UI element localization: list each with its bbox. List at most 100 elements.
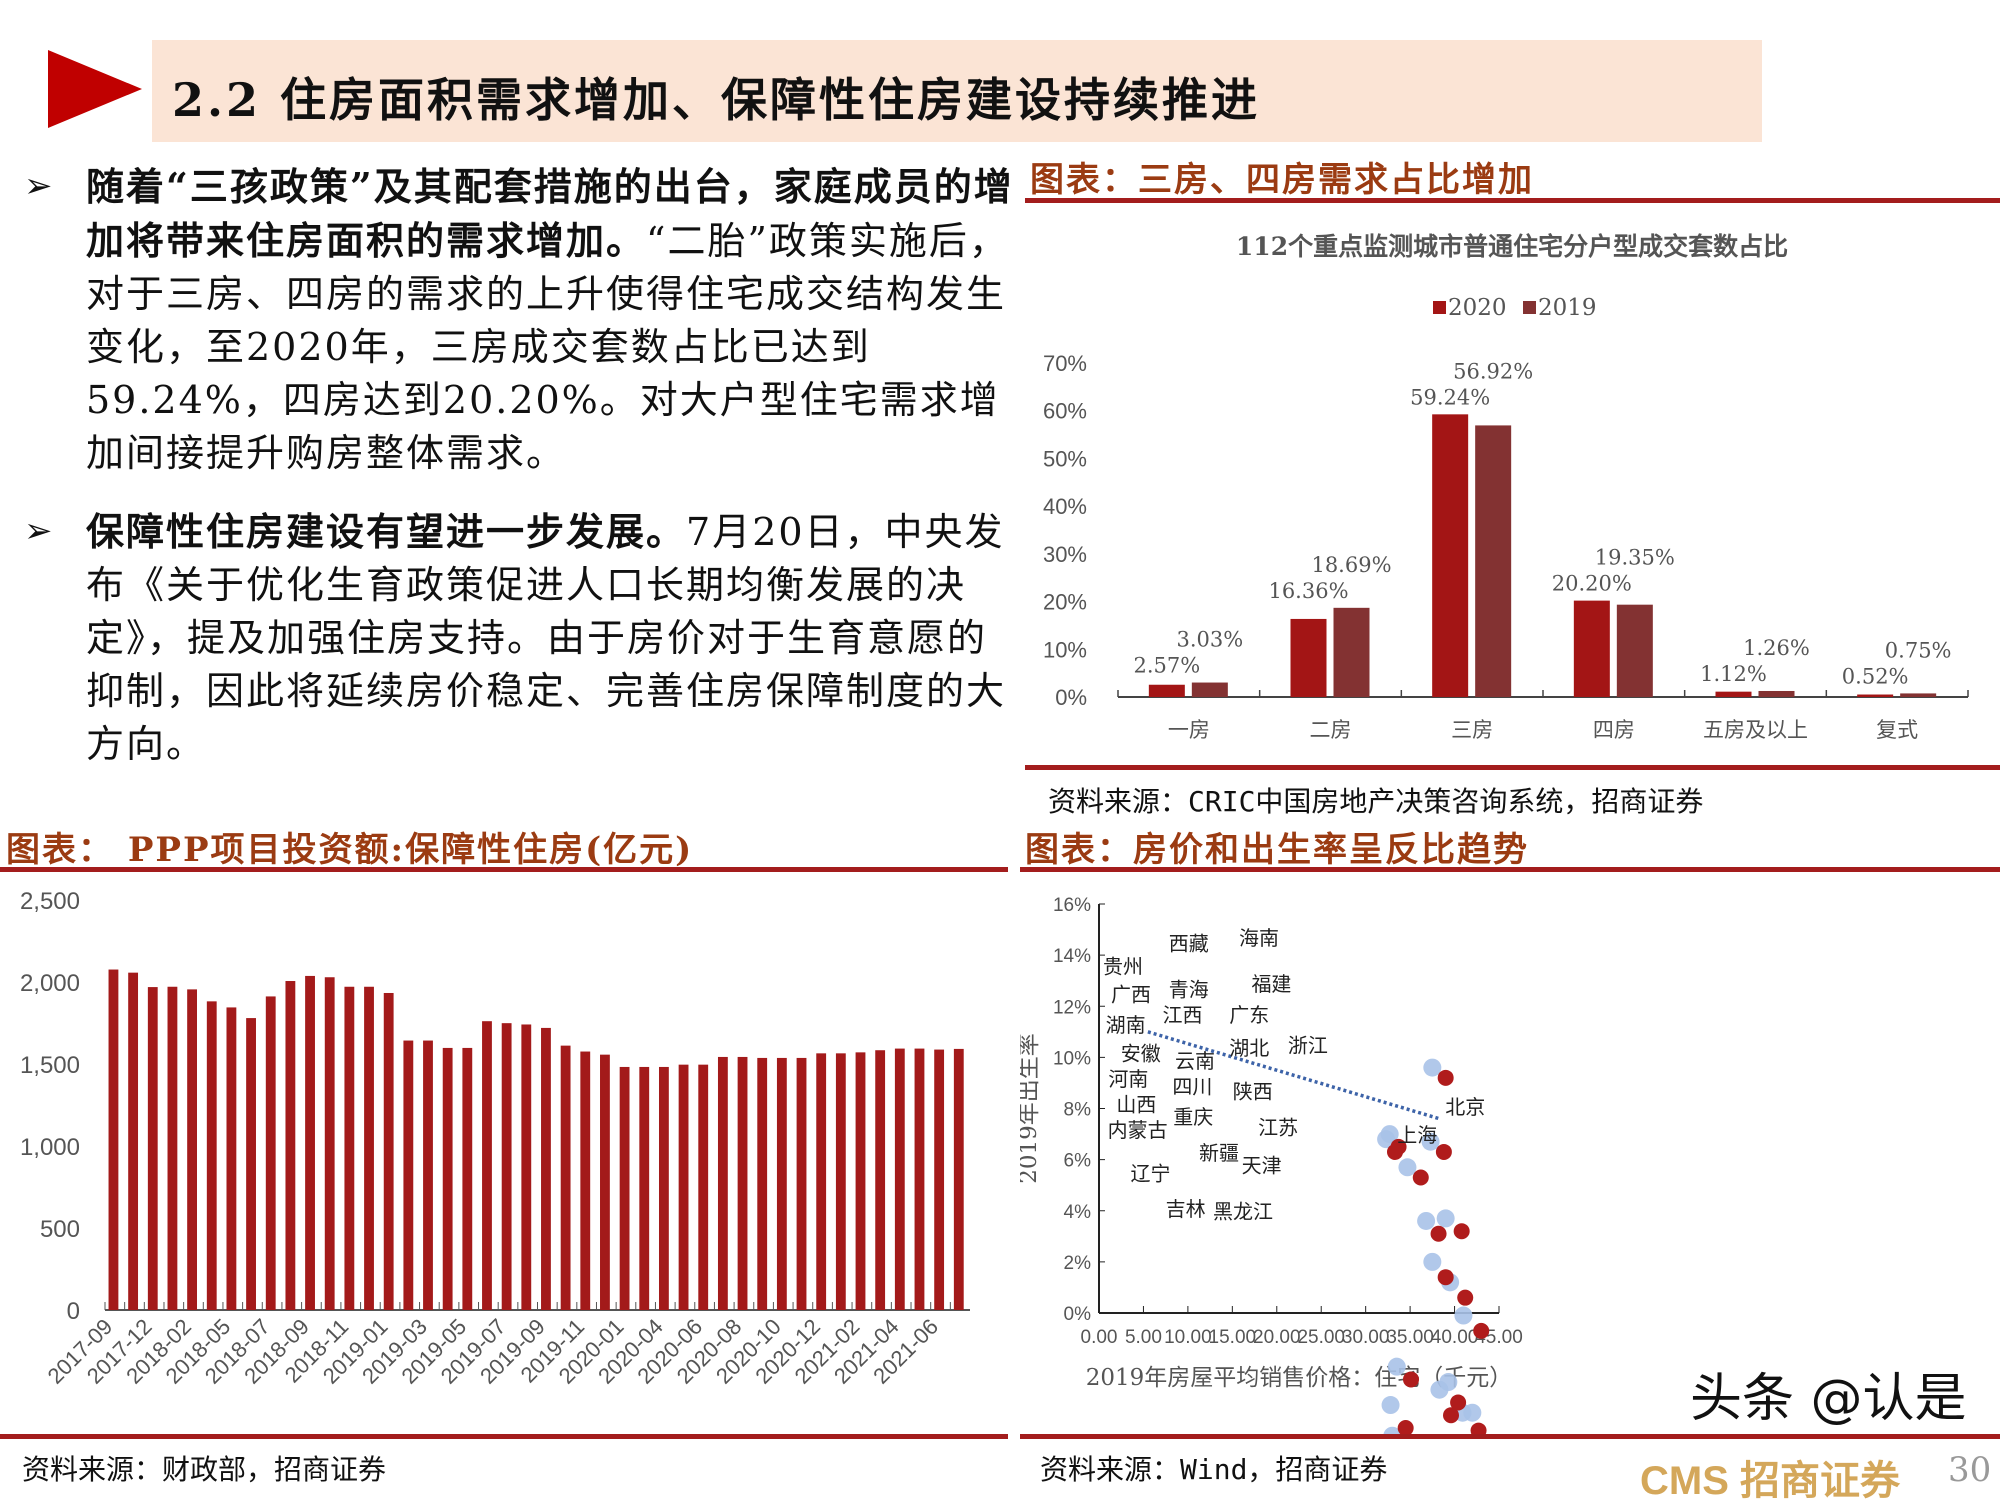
x-tick-label: 复式 [1876,719,1918,742]
bullet-arrow-icon: ➢ [24,511,55,551]
point-label: 天津 [1242,1154,1282,1178]
marker-blue [1436,1209,1455,1228]
marker-blue [1387,1357,1406,1376]
legend-label-2020: 2020 [1448,295,1507,321]
point-label: 安徽 [1121,1041,1161,1065]
y-tick-label: 8% [1064,1100,1092,1121]
point-label: 青海 [1169,977,1209,1001]
bar [698,1064,709,1310]
y-tick-label: 500 [40,1216,80,1243]
divider [1025,198,2000,203]
bar [521,1024,532,1310]
data-label: 16.36% [1268,579,1348,603]
point-label: 广东 [1229,1003,1269,1027]
x-tick-label: 0.00 [1081,1327,1118,1348]
divider [0,867,1008,872]
marker-red [1430,1225,1447,1242]
y-tick-label: 1,500 [20,1052,80,1079]
point-label: 黑龙江 [1213,1200,1273,1224]
bar [717,1056,728,1310]
point-label: 福建 [1251,972,1291,996]
logo-text: CMS 招商证券 [1640,1459,1900,1503]
marker-red [1450,1394,1467,1411]
y-tick-label: 16% [1053,895,1091,916]
ppp-figure-header: 图表： PPP项目投资额:保障性住房(亿元) [6,830,694,870]
marker-red [1435,1143,1452,1160]
point-label: 内蒙古 [1108,1118,1168,1142]
chart-title: 112个重点监测城市普通住宅分户型成交套数占比 [1236,232,1788,261]
point-label: 陕西 [1233,1080,1273,1104]
bar [265,996,276,1310]
point-label: 湖北 [1229,1036,1269,1060]
bar [324,977,335,1310]
bar [147,987,158,1310]
marker-red [1403,1371,1419,1388]
point-label: 四川 [1172,1074,1212,1098]
data-label: 0.52% [1842,664,1909,688]
x-tick-label: 20.00 [1253,1327,1301,1348]
bar [206,1001,217,1310]
point-label: 河南 [1108,1067,1148,1091]
y-tick-label: 1,000 [20,1134,80,1161]
bar-2019 [1475,425,1512,697]
point-label: 云南 [1175,1049,1215,1073]
data-label: 3.03% [1176,628,1243,652]
price-birth-source: 资料来源：Wind，招商证券 [1040,1453,1388,1486]
y-tick-label: 50% [1043,446,1087,471]
bar [639,1066,650,1310]
price-birth-figure-header: 图表：房价和出生率呈反比趋势 [1025,830,1529,870]
x-tick-label: 5.00 [1125,1327,1162,1348]
bar [580,1051,591,1310]
y-tick-label: 4% [1064,1202,1092,1223]
x-tick-label: 25.00 [1297,1327,1345,1348]
marker-red [1412,1169,1429,1186]
point-label: 贵州 [1103,954,1143,978]
bar [108,969,119,1310]
bar-2020 [1148,684,1185,697]
bar [658,1066,669,1310]
point-label: 新疆 [1199,1141,1239,1165]
marker-blue [1380,1125,1399,1144]
bullet-2: ➢ 保障性住房建设有望进一步发展。7月20日，中央发布《关于优化生育政策促进人口… [24,505,1014,771]
data-label: 19.35% [1595,546,1675,570]
point-label: 吉林 [1166,1197,1206,1221]
marker-blue [1454,1306,1473,1325]
marker-blue [1398,1158,1417,1177]
trendline [1147,1030,1440,1121]
bar-2020 [1432,414,1469,697]
bar [835,1053,846,1310]
legend-swatch-2019 [1523,301,1536,314]
bar [776,1057,787,1310]
bar [757,1057,768,1310]
room-type-chart: 112个重点监测城市普通住宅分户型成交套数占比 2020 2019 0% 10% 20% 3… [1043,232,1969,742]
data-label: 1.26% [1743,636,1810,660]
bar [875,1050,886,1310]
marker-blue [1423,1058,1442,1077]
y-tick-label: 10% [1043,637,1087,662]
page-title: 2.2 住房面积需求增加、保障性住房建设持续推进 [172,73,1261,127]
x-tick-label: 二房 [1310,719,1352,742]
bar [364,986,374,1310]
bullet-2-lead: 保障性住房建设有望进一步发展。 [86,509,687,554]
y-tick-label: 14% [1053,946,1091,967]
bar [737,1056,748,1310]
marker-red [1387,1143,1403,1160]
marker-blue [1381,1396,1400,1415]
data-label: 1.12% [1700,662,1767,686]
bullet-2-text: 7月20日，中央发布《关于优化生育政策促进人口长期均衡发展的决定》，提及加强住房… [86,510,1007,766]
divider [1020,1434,2000,1439]
y-tick-label: 0 [67,1298,80,1325]
marker-red [1473,1322,1490,1339]
bar [246,1018,256,1310]
bar [541,1027,551,1310]
bar-2019 [1616,604,1653,697]
data-label: 56.92% [1453,359,1533,383]
marker-red [1470,1422,1487,1435]
bar [226,1007,237,1310]
x-tick-label: 一房 [1168,719,1210,742]
bar-2019 [1758,690,1795,697]
bar [600,1054,610,1310]
y-tick-label: 10% [1053,1048,1091,1069]
marker-blue [1423,1252,1442,1271]
y-tick-label: 30% [1043,542,1087,567]
